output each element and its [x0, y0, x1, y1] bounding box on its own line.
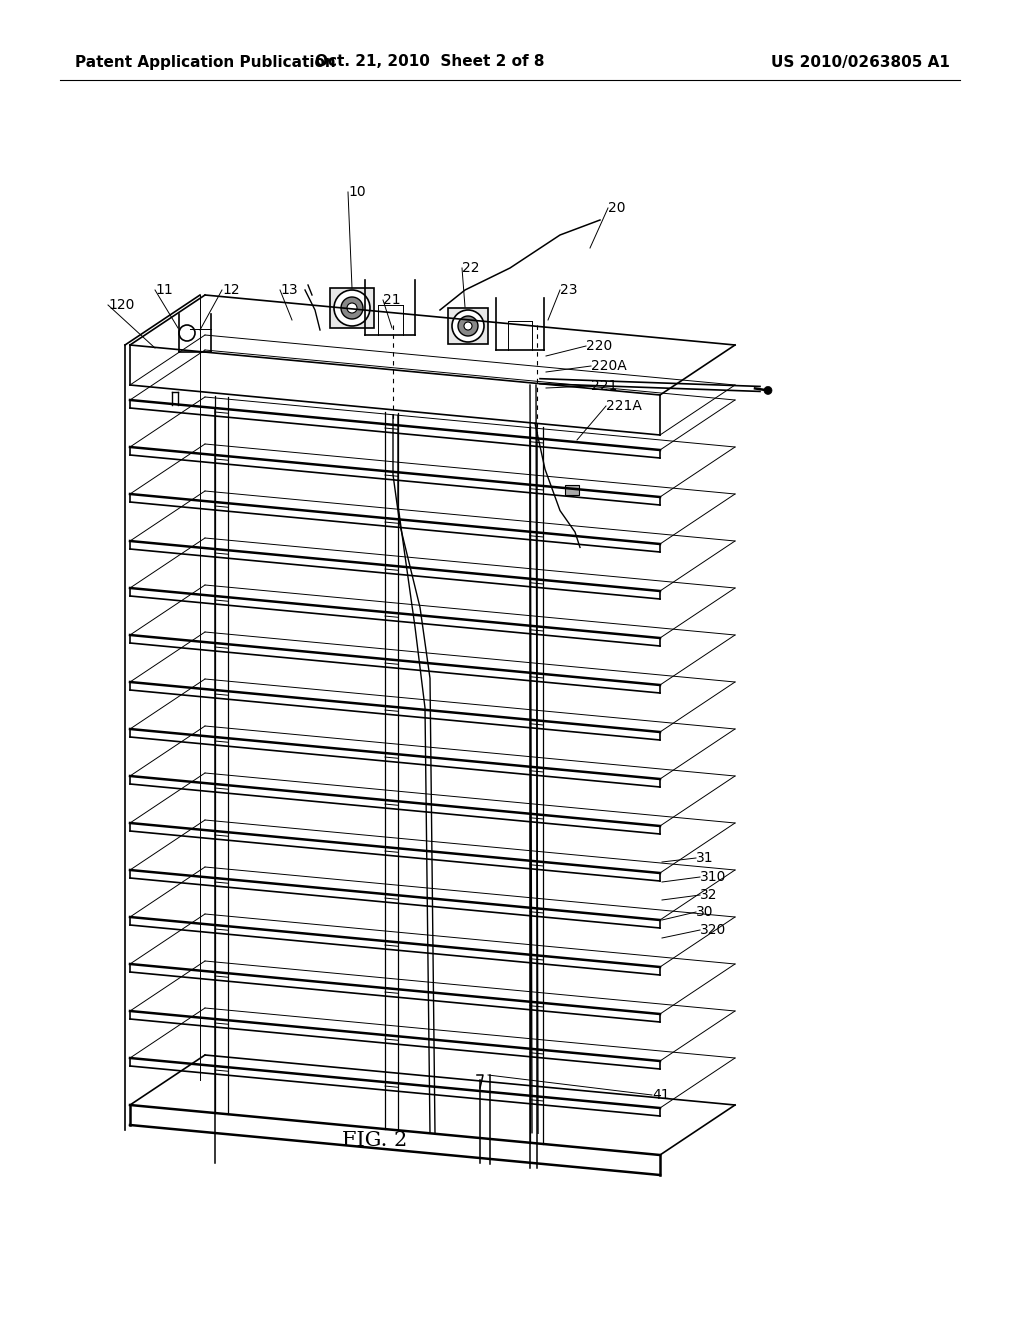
- Text: 320: 320: [700, 923, 726, 937]
- Circle shape: [334, 290, 370, 326]
- Text: FIG. 2: FIG. 2: [342, 1130, 408, 1150]
- Bar: [565, 484, 579, 495]
- Circle shape: [764, 387, 772, 395]
- FancyBboxPatch shape: [449, 308, 488, 345]
- Text: 120: 120: [108, 298, 134, 312]
- Text: Oct. 21, 2010  Sheet 2 of 8: Oct. 21, 2010 Sheet 2 of 8: [315, 54, 545, 70]
- Text: 221A: 221A: [606, 399, 642, 413]
- Text: 22: 22: [462, 261, 479, 275]
- FancyBboxPatch shape: [330, 288, 374, 327]
- Text: 221: 221: [591, 379, 617, 393]
- Text: US 2010/0263805 A1: US 2010/0263805 A1: [771, 54, 950, 70]
- Text: 12: 12: [222, 282, 240, 297]
- Text: 220A: 220A: [591, 359, 627, 374]
- Text: 10: 10: [348, 185, 366, 199]
- Text: 13: 13: [280, 282, 298, 297]
- Text: 11: 11: [155, 282, 173, 297]
- Text: 220: 220: [586, 339, 612, 352]
- Text: 30: 30: [696, 906, 714, 919]
- Circle shape: [341, 297, 362, 319]
- Circle shape: [458, 315, 478, 337]
- Text: 31: 31: [696, 851, 714, 865]
- Text: 23: 23: [560, 282, 578, 297]
- Text: 41: 41: [652, 1088, 670, 1102]
- Text: 21: 21: [383, 293, 400, 308]
- Text: 20: 20: [608, 201, 626, 215]
- Text: 32: 32: [700, 888, 718, 902]
- Text: Patent Application Publication: Patent Application Publication: [75, 54, 336, 70]
- Text: 310: 310: [700, 870, 726, 884]
- Circle shape: [464, 322, 472, 330]
- Circle shape: [452, 310, 484, 342]
- Circle shape: [347, 304, 357, 313]
